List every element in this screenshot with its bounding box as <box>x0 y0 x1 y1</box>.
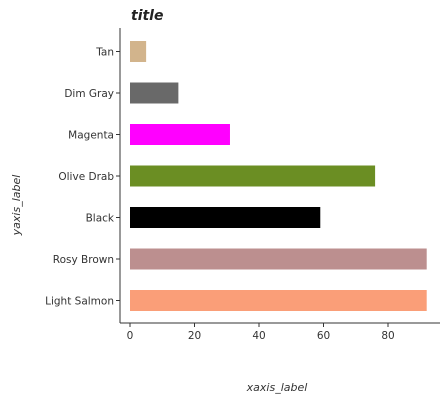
y-tick-label-black: Black <box>86 213 115 225</box>
bar-dim-gray <box>130 82 179 104</box>
x-tick-label-80: 80 <box>381 330 394 342</box>
x-tick-label-20: 20 <box>188 330 201 342</box>
y-tick-label-olive-drab: Olive Drab <box>58 171 114 183</box>
bar-magenta <box>130 124 230 145</box>
y-tick-label-light-salmon: Light Salmon <box>45 296 114 308</box>
y-axis-title: yaxis_label <box>10 175 23 237</box>
bar-rosy-brown <box>130 248 427 270</box>
y-tick-label-dim-gray: Dim Gray <box>64 88 114 100</box>
x-tick-label-60: 60 <box>317 330 330 342</box>
bars-group <box>130 41 427 311</box>
y-tick-label-rosy-brown: Rosy Brown <box>53 254 114 266</box>
y-tick-label-tan: Tan <box>95 47 114 59</box>
y-tick-labels: Tan Dim Gray Magenta Olive Drab Black Rosy Br… <box>45 47 120 308</box>
bar-tan <box>130 41 147 62</box>
x-axis: 0 20 40 60 80 <box>119 28 440 342</box>
bar-black <box>130 207 321 228</box>
x-tick-label-0: 0 <box>127 330 134 342</box>
x-tick-label-40: 40 <box>252 330 265 342</box>
y-tick-label-magenta: Magenta <box>68 130 114 142</box>
chart-title: title <box>131 8 163 24</box>
bar-olive-drab <box>130 165 376 187</box>
bar-light-salmon <box>130 290 427 311</box>
x-axis-title: xaxis_label <box>246 381 308 394</box>
